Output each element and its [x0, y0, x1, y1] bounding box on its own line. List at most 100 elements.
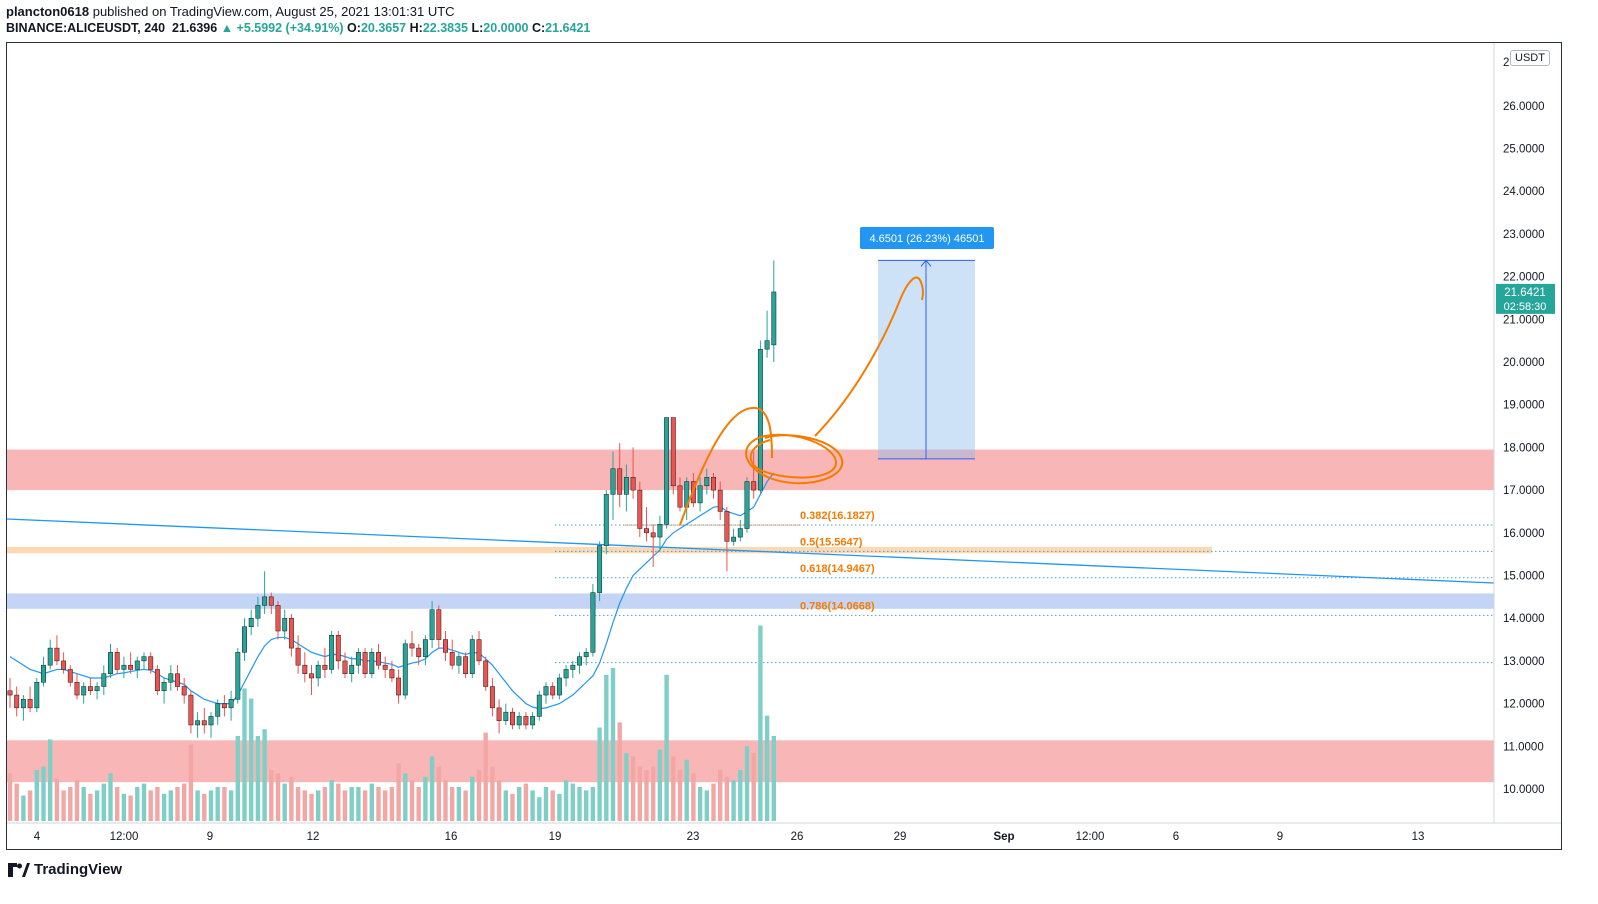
candle-body	[516, 716, 522, 726]
candle-body	[235, 652, 241, 700]
volume-bar	[376, 787, 381, 821]
y-tick-label: 10.0000	[1503, 784, 1545, 796]
candle-body	[369, 652, 375, 674]
candle-body	[248, 617, 254, 627]
candle-body	[389, 669, 395, 679]
candle-body	[476, 639, 482, 662]
volume-bar	[517, 787, 522, 821]
volume-bar	[677, 770, 683, 821]
candle-body	[288, 617, 294, 649]
volume-bar	[617, 722, 622, 821]
candle-body	[34, 682, 40, 709]
candle-body	[342, 660, 348, 674]
candle-body	[757, 348, 763, 491]
candle-body	[302, 664, 308, 674]
candle-body	[422, 639, 428, 657]
volume-bar	[94, 790, 100, 821]
candle-body	[496, 707, 502, 721]
candle-body	[47, 647, 53, 666]
chart-frame[interactable]	[6, 42, 1562, 850]
candle-body	[677, 485, 683, 508]
candle-body	[771, 291, 777, 346]
volume-bar	[396, 763, 401, 821]
fib-label: 0.5(15.5647)	[800, 536, 863, 548]
candle-body	[188, 694, 194, 726]
volume-bar	[664, 674, 669, 821]
tradingview-brand[interactable]: TradingView	[8, 861, 122, 878]
volume-bar	[88, 793, 93, 821]
volume-bar	[637, 766, 642, 821]
close-value: 21.6421	[545, 21, 591, 35]
candle-body	[556, 677, 562, 696]
y-tick-label: 2	[1503, 57, 1509, 69]
candle-body	[570, 664, 576, 670]
candle-body	[536, 694, 542, 717]
candle-body	[382, 664, 388, 670]
volume-bar	[550, 790, 555, 821]
volume-bar	[322, 787, 328, 821]
volume-bar	[222, 787, 227, 821]
volume-bar	[101, 783, 106, 821]
candle-body	[670, 417, 676, 487]
candle-body	[443, 639, 448, 653]
candle-body	[764, 340, 770, 350]
y-tick-label: 12.0000	[1503, 699, 1545, 711]
volume-bar	[597, 727, 602, 821]
volume-bar	[68, 787, 73, 821]
y-tick-label: 26.0000	[1503, 101, 1545, 113]
candle-body	[563, 669, 569, 679]
candle-body	[221, 703, 227, 709]
y-tick-label: 25.0000	[1503, 144, 1545, 156]
candle-body	[523, 716, 529, 726]
volume-bar	[584, 790, 589, 821]
volume-bar	[269, 770, 274, 821]
volume-bar	[450, 787, 455, 821]
volume-bar	[128, 795, 133, 821]
volume-bar	[610, 668, 616, 821]
volume-bar	[684, 759, 689, 821]
volume-bar	[356, 787, 361, 821]
volume-bar	[503, 790, 508, 821]
symbol-label[interactable]: BINANCE:ALICEUSDT, 240	[6, 21, 166, 35]
volume-bar	[81, 787, 86, 821]
currency-label[interactable]: USDT	[1510, 50, 1550, 66]
volume-bar	[21, 795, 26, 821]
volume-bar	[557, 793, 562, 821]
volume-bar	[349, 787, 354, 821]
candle-body	[717, 489, 723, 512]
countdown-label: 02:58:30	[1504, 301, 1547, 313]
high-value: 22.3835	[422, 21, 468, 35]
volume-bar	[389, 787, 395, 821]
candle-body	[463, 656, 469, 674]
volume-bar	[416, 787, 421, 821]
candle-body	[737, 528, 743, 538]
x-tick-label: 4	[34, 831, 41, 843]
measure-label-box	[860, 227, 994, 249]
candle-body	[148, 656, 154, 670]
low-value: 20.0000	[483, 21, 529, 35]
volume-bar	[718, 770, 723, 821]
publisher-name[interactable]: plancton0618	[6, 4, 90, 19]
x-tick-label: 13	[1412, 831, 1425, 843]
volume-bar	[590, 787, 596, 821]
candle-body	[610, 468, 616, 495]
volume-bar	[34, 770, 39, 821]
candle-body	[41, 664, 46, 683]
volume-bar	[403, 773, 408, 821]
candle-body	[751, 481, 757, 491]
volume-bar	[630, 756, 636, 821]
candle-body	[416, 647, 422, 657]
volume-bar	[121, 793, 127, 821]
y-tick-label: 14.0000	[1503, 613, 1545, 625]
x-tick-label: 12	[307, 831, 320, 843]
volume-bar	[329, 780, 334, 821]
candle-body	[295, 647, 301, 666]
candle-body	[409, 643, 415, 649]
x-tick-label: 9	[207, 831, 213, 843]
publisher-line: plancton0618 published on TradingView.co…	[6, 4, 455, 19]
candle-body	[161, 682, 167, 692]
volume-bar	[202, 793, 207, 821]
volume-bar	[148, 790, 153, 821]
volume-bar	[215, 787, 220, 821]
